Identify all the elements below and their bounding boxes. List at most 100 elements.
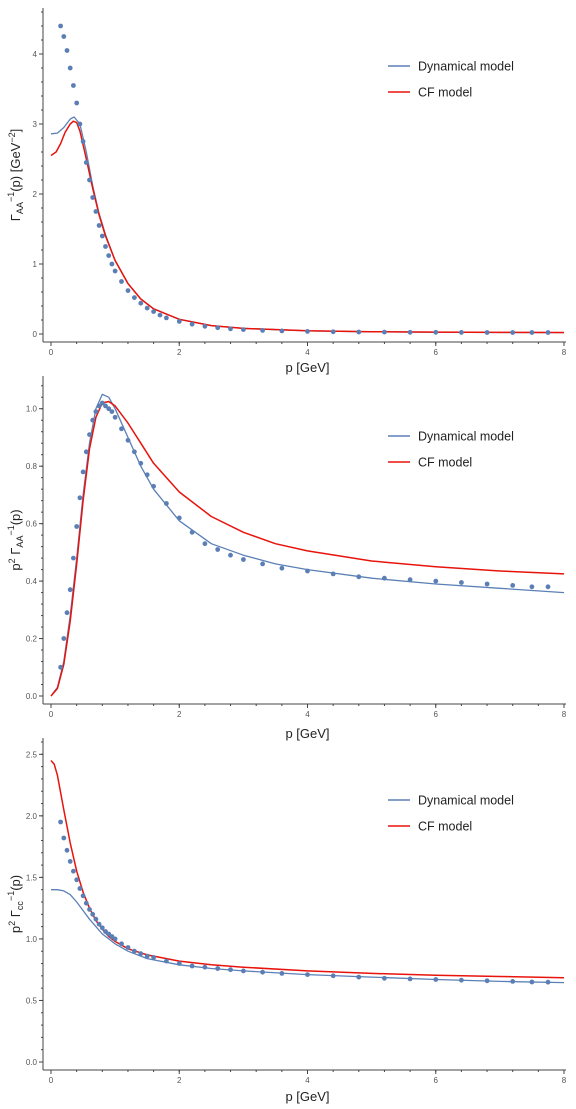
data-point (189, 963, 195, 969)
y-label-sup: −1 (6, 192, 16, 202)
data-point (112, 268, 118, 274)
y-axis-label: ΓAA−1(p) [GeV−2] (6, 129, 25, 221)
y-label-main: Γ (8, 910, 23, 921)
data-point (119, 426, 124, 432)
y-label-rest: (p) (8, 509, 23, 525)
y-axis-label: p2 ΓAA−1(p) (6, 509, 25, 570)
data-point (83, 449, 89, 455)
chart-panel-2: 0 2 4 6 8 0.0 0.2 0.4 0.6 0.8 1.0 Dynamical model CF… (6, 376, 567, 741)
data-point (71, 868, 76, 874)
data-point (103, 403, 108, 409)
y-tick-label: 1 (33, 260, 38, 269)
y-label-sub: AA (15, 536, 25, 548)
data-point (529, 584, 535, 590)
data-point (132, 295, 137, 300)
legend-label-cf: CF model (418, 456, 472, 470)
data-point (202, 541, 208, 547)
data-point (189, 529, 195, 535)
x-tick-label: 8 (562, 710, 567, 719)
y-tick-label: 3 (33, 120, 38, 129)
data-point (176, 515, 182, 521)
data-point (330, 571, 336, 577)
x-tick-label: 4 (305, 348, 310, 357)
series-line-cf (50, 400, 565, 697)
data-point (77, 886, 83, 891)
data-point (138, 300, 144, 306)
y-tick-label: 0.0 (26, 1058, 38, 1067)
data-point (125, 437, 131, 443)
data-point (382, 575, 387, 581)
y-tick-label: 4 (33, 50, 38, 59)
data-point (119, 279, 124, 284)
data-point (260, 328, 265, 333)
data-point (382, 975, 387, 981)
data-point (90, 911, 96, 917)
data-point (90, 195, 96, 200)
data-point (71, 83, 76, 88)
y-label-sub: AA (15, 202, 25, 214)
data-point (58, 664, 63, 670)
data-point (330, 973, 336, 979)
data-point (80, 893, 86, 899)
data-point (151, 483, 157, 489)
data-point (433, 578, 439, 584)
data-point (58, 819, 63, 825)
data-point (529, 330, 535, 335)
y-tick-label: 0.2 (26, 635, 38, 644)
y-label-sup: −1 (6, 891, 16, 901)
data-point (228, 326, 233, 332)
y-label-pre-sup: 2 (7, 921, 17, 926)
y-tick-label: 1.0 (26, 405, 38, 414)
data-point (61, 34, 67, 39)
data-point (109, 261, 115, 267)
data-point (87, 177, 92, 183)
chart-panel-1: 0 2 4 6 8 0 1 2 3 4 Dynamical model CF model p [GeV]… (6, 8, 567, 375)
data-point (164, 315, 169, 321)
y-label-main: Γ (8, 548, 23, 559)
y-tick-label: 0.5 (26, 996, 38, 1005)
data-point (132, 948, 137, 954)
data-point (106, 253, 112, 258)
data-point (407, 329, 413, 335)
data-point (119, 941, 124, 947)
data-point (83, 160, 89, 165)
y-tick-label: 1.5 (26, 873, 38, 882)
data-point (433, 977, 439, 982)
y-tick-label: 0.4 (26, 577, 38, 586)
data-point (260, 969, 265, 975)
data-point (433, 329, 439, 335)
x-tick-label: 8 (562, 1076, 567, 1085)
data-point (96, 921, 102, 927)
data-point (132, 449, 137, 455)
x-tick-label: 6 (434, 710, 439, 719)
series-line-dynamical (50, 116, 565, 334)
data-point (144, 953, 150, 959)
data-point (279, 328, 285, 334)
data-point (64, 48, 70, 53)
data-point (151, 955, 157, 960)
data-point (228, 552, 233, 558)
data-point (202, 323, 208, 329)
data-point (93, 209, 99, 214)
data-point (459, 580, 464, 585)
data-point (77, 121, 83, 127)
data-point (241, 557, 246, 562)
data-point (74, 100, 80, 106)
y-label-sup: −1 (6, 525, 16, 535)
data-point (125, 288, 131, 293)
data-point (99, 233, 105, 239)
data-point (99, 400, 105, 406)
y-label-sub: cc (15, 901, 25, 911)
x-tick-label: 0 (49, 1076, 54, 1085)
data-point (144, 472, 150, 478)
data-point (138, 951, 144, 957)
y-label-pre: p (8, 926, 23, 933)
data-point (228, 967, 233, 973)
data-point (80, 469, 86, 475)
data-point (510, 330, 516, 335)
data-point (305, 329, 310, 334)
data-point (164, 958, 169, 964)
data-point (529, 979, 535, 985)
data-point (176, 319, 182, 324)
data-point (260, 561, 265, 567)
